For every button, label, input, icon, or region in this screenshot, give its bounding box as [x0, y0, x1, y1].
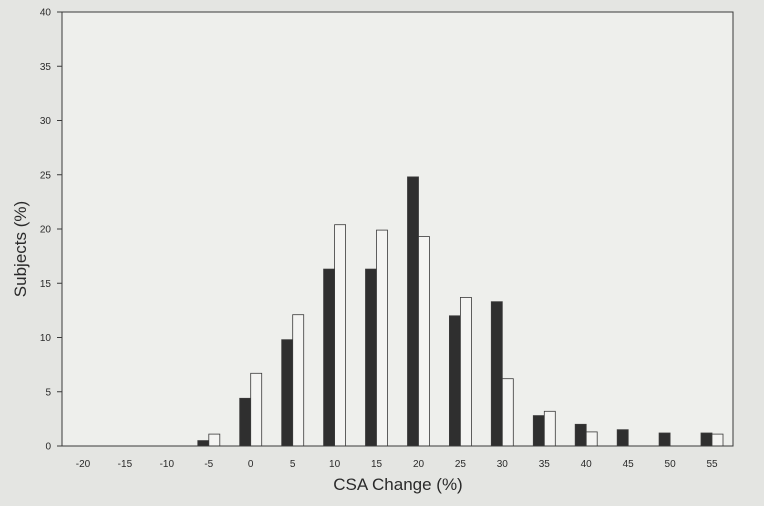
bar-series1-20 — [407, 176, 419, 447]
y-tick-label-40: 40 — [40, 8, 52, 19]
y-axis-label: Subjects (%) — [11, 201, 30, 297]
x-tick-label-20: 20 — [413, 459, 425, 470]
bar-series1-40 — [574, 423, 587, 447]
y-tick-label-15: 15 — [40, 279, 52, 290]
bar-series1--5 — [197, 440, 210, 447]
bar-series2-5 — [292, 314, 305, 447]
bar-series1-5 — [281, 339, 294, 447]
x-tick-label-15: 15 — [371, 459, 383, 470]
y-tick-label-35: 35 — [40, 62, 52, 73]
x-tick-label-45: 45 — [623, 459, 635, 470]
bar-series2-35 — [543, 410, 556, 447]
labels-layer: CSA Change (%) Subjects (%) -20 -15 -10 -5 0… — [11, 8, 718, 495]
x-tick-label--20: -20 — [76, 459, 91, 470]
bar-series2-30 — [501, 378, 514, 447]
bar-series2-15 — [376, 229, 388, 447]
plot-area — [62, 12, 733, 446]
bar-series2-0 — [250, 372, 263, 447]
axes-layer — [57, 11, 734, 447]
y-tick-label-20: 20 — [40, 225, 52, 236]
x-tick-label-55: 55 — [706, 459, 718, 470]
x-tick-label--10: -10 — [160, 459, 175, 470]
x-tick-label--15: -15 — [118, 459, 133, 470]
bar-series1-35 — [532, 415, 545, 447]
y-tick-label-10: 10 — [40, 333, 52, 344]
x-tick-label--5: -5 — [204, 459, 213, 470]
bar-series1-50 — [658, 432, 671, 447]
x-tick-label-50: 50 — [665, 459, 677, 470]
x-tick-label-5: 5 — [290, 459, 296, 470]
y-tick-label-25: 25 — [40, 170, 52, 181]
bar-series1-10 — [323, 268, 336, 447]
bar-series2--5 — [208, 433, 221, 447]
bar-series2-10 — [334, 224, 347, 447]
x-tick-label-25: 25 — [455, 459, 467, 470]
y-tick-label-5: 5 — [45, 387, 51, 398]
y-tick-label-0: 0 — [45, 442, 51, 453]
bar-series2-20 — [418, 236, 430, 447]
y-tick-label-30: 30 — [40, 116, 52, 127]
bar-series1-0 — [239, 397, 252, 447]
bar-series1-30 — [490, 301, 503, 447]
bar-series2-55 — [711, 433, 724, 447]
bar-series2-25 — [459, 296, 472, 447]
bar-series2-40 — [585, 431, 598, 447]
x-tick-label-40: 40 — [581, 459, 593, 470]
x-tick-label-30: 30 — [497, 459, 509, 470]
bar-series1-25 — [448, 315, 461, 447]
bar-series1-55 — [700, 432, 713, 447]
bar-series1-45 — [616, 429, 629, 447]
x-tick-label-10: 10 — [329, 459, 341, 470]
x-tick-label-0: 0 — [248, 459, 254, 470]
x-tick-label-35: 35 — [539, 459, 551, 470]
bar-series1-15 — [365, 268, 377, 447]
x-axis-label: CSA Change (%) — [333, 475, 462, 494]
